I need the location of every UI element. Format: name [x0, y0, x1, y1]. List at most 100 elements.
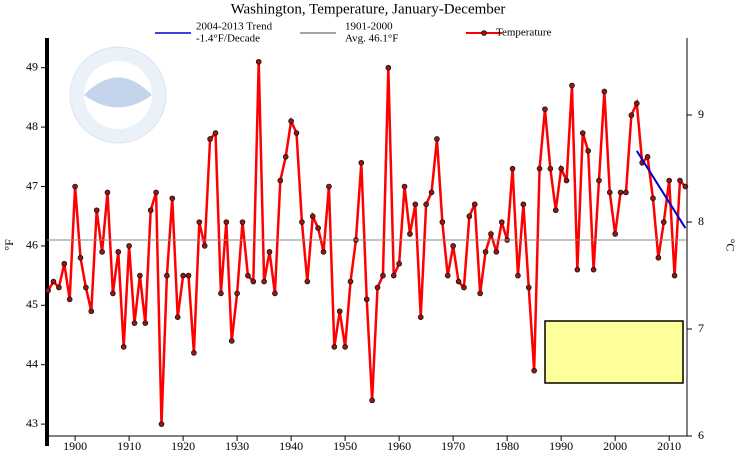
data-point: [358, 159, 365, 166]
data-point: [212, 130, 219, 136]
data-point: [525, 284, 532, 291]
data-point: [288, 118, 294, 124]
data-point: [120, 344, 127, 350]
x-tick-label: 2010: [657, 439, 681, 453]
data-point: [579, 130, 586, 136]
y2-axis-label: °C: [723, 239, 737, 252]
data-point: [147, 207, 154, 214]
data-point: [671, 272, 678, 279]
data-point: [396, 260, 402, 267]
data-point: [77, 254, 84, 261]
data-point: [369, 397, 375, 404]
data-point: [266, 249, 273, 255]
data-point: [207, 136, 213, 142]
y-axis-label: °F: [2, 239, 16, 251]
x-tick-label: 1900: [63, 439, 87, 453]
data-point: [363, 296, 370, 303]
data-point: [250, 278, 257, 285]
data-point: [137, 272, 143, 279]
data-point: [66, 296, 73, 303]
x-tick-label: 1990: [549, 439, 573, 453]
data-point: [185, 272, 192, 279]
data-point: [606, 189, 613, 196]
data-point: [282, 154, 289, 160]
data-point: [660, 219, 667, 225]
data-point: [380, 272, 386, 279]
data-point: [88, 308, 95, 315]
data-point: [390, 272, 397, 279]
legend-label: 2004-2013 Trend: [196, 21, 273, 33]
data-point: [585, 148, 591, 154]
data-point: [158, 421, 165, 427]
data-point: [61, 260, 68, 267]
data-point: [466, 213, 473, 220]
data-point: [201, 243, 208, 249]
data-point: [574, 266, 581, 273]
data-point: [515, 272, 521, 279]
data-point: [509, 165, 516, 172]
data-point: [309, 213, 316, 220]
data-point: [617, 189, 624, 196]
y-tick-label: 47: [26, 178, 38, 192]
data-point: [461, 284, 467, 291]
data-point: [628, 112, 635, 119]
data-point: [412, 201, 419, 208]
data-point: [401, 183, 408, 190]
y-tick-label: 49: [26, 59, 38, 73]
y-tick-label: 44: [26, 356, 38, 370]
data-point: [558, 165, 564, 172]
data-point: [320, 249, 327, 255]
chart-title: Washington, Temperature, January-Decembe…: [231, 1, 506, 17]
data-point: [142, 320, 149, 326]
y2-tick-label: 8: [698, 214, 704, 228]
x-tick-label: 1940: [279, 439, 303, 453]
data-point: [434, 136, 440, 142]
data-point: [239, 219, 246, 225]
data-point: [169, 195, 176, 202]
data-point: [493, 249, 500, 255]
data-point: [374, 284, 381, 291]
data-point: [272, 290, 278, 297]
x-tick-label: 1970: [441, 439, 465, 453]
data-point: [531, 367, 537, 374]
data-point: [223, 219, 230, 225]
y2-tick-label: 7: [698, 321, 704, 335]
data-point: [542, 106, 548, 113]
data-point: [304, 278, 311, 285]
data-point: [417, 314, 424, 320]
data-point: [596, 177, 602, 184]
data-point: [326, 183, 332, 190]
data-point: [644, 154, 651, 160]
x-tick-label: 1930: [225, 439, 249, 453]
data-point: [477, 290, 483, 297]
y2-tick-label: 9: [698, 107, 704, 121]
data-point: [563, 177, 570, 184]
annotation-box: [544, 320, 684, 384]
data-point: [547, 165, 554, 172]
data-point: [482, 249, 489, 255]
data-point: [520, 201, 527, 208]
data-point: [261, 278, 267, 285]
data-point: [655, 254, 662, 261]
x-tick-label: 1980: [495, 439, 519, 453]
data-point: [126, 243, 132, 249]
data-point: [45, 287, 51, 294]
legend-sublabel: -1.4°F/Decade: [196, 33, 260, 45]
data-point: [110, 290, 116, 297]
series-line: [635, 150, 687, 229]
data-point: [83, 284, 89, 291]
data-point: [293, 130, 300, 136]
data-point: [450, 243, 456, 249]
data-point: [423, 201, 429, 208]
data-point: [228, 338, 235, 344]
x-tick-label: 2000: [603, 439, 627, 453]
data-point: [682, 183, 689, 190]
y-tick-label: 45: [26, 297, 38, 311]
data-point: [650, 195, 656, 202]
data-point: [245, 272, 251, 279]
data-point: [455, 278, 462, 285]
data-point: [336, 308, 343, 315]
data-point: [569, 82, 575, 89]
data-point: [407, 231, 413, 237]
